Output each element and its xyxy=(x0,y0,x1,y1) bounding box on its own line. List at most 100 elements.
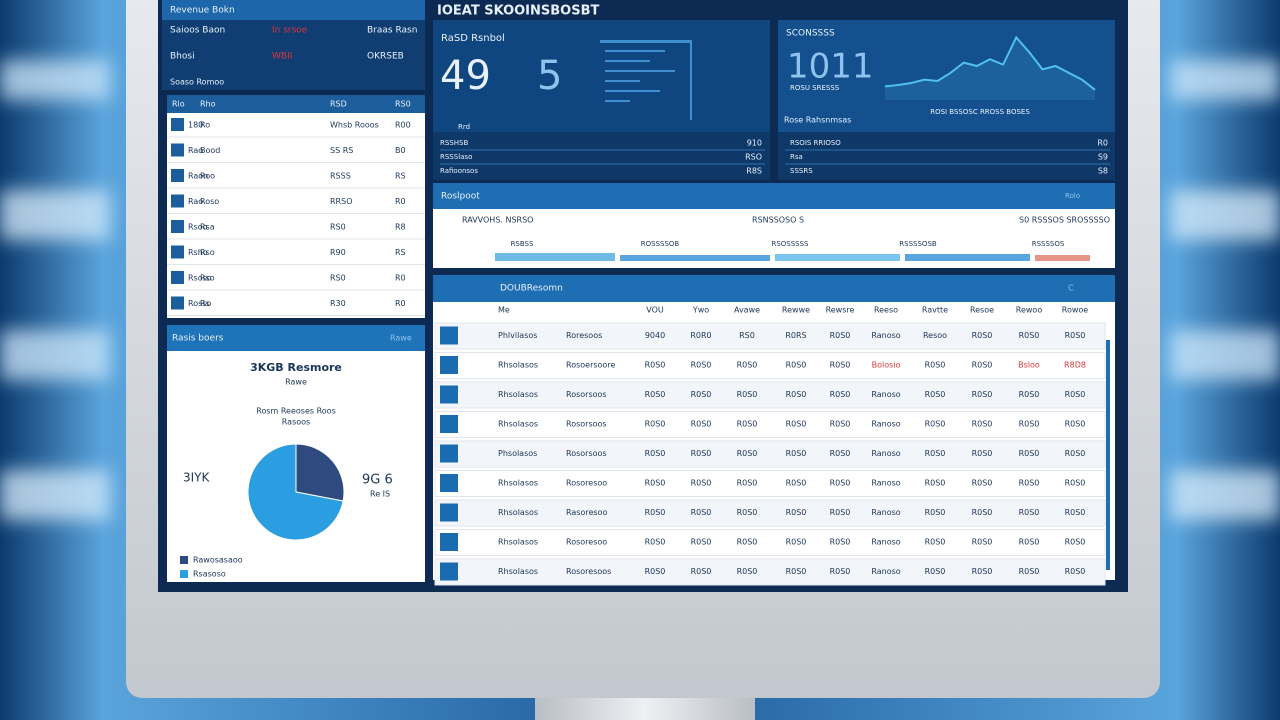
row-icon xyxy=(171,118,184,131)
column-header: Me xyxy=(498,306,510,315)
strip-label: S0 RSSSOS SROSSSSO xyxy=(1019,216,1110,225)
kpi-rows xyxy=(433,132,770,180)
table-row xyxy=(434,529,1106,556)
table-cell: R0S0 xyxy=(1019,567,1040,576)
panel-badge: Rawe xyxy=(390,334,412,343)
column-header: VOU xyxy=(646,306,664,315)
row-icon xyxy=(171,194,184,208)
row-icon xyxy=(171,296,184,310)
table-cell: Whsb Rooos xyxy=(330,121,379,130)
table-cell: R0S0 xyxy=(925,538,946,547)
table-cell: R0S0 xyxy=(737,538,758,547)
scrollbar[interactable] xyxy=(1106,340,1110,570)
table-cell: Rosso xyxy=(188,299,211,308)
trend-subcaption: Rose Rahsnmsas xyxy=(784,116,851,125)
table-cell: R0S0 xyxy=(830,420,851,429)
strip-sublabel: RSSSSOS xyxy=(1032,240,1065,248)
table-cell: R8D8 xyxy=(1064,361,1086,370)
table-cell: R0S0 xyxy=(645,361,666,370)
table-cell: R0S0 xyxy=(737,420,758,429)
table-cell: R0S0 xyxy=(972,567,993,576)
table-cell: R0S0 xyxy=(972,508,993,517)
table-cell: R0S0 xyxy=(786,538,807,547)
table-cell: Raon xyxy=(188,172,208,181)
table-cell: RS xyxy=(395,248,406,257)
row-icon xyxy=(440,326,458,345)
table-cell: R0S0 xyxy=(691,479,712,488)
table-cell: Ranoso xyxy=(871,390,900,399)
table-cell: R0S0 xyxy=(1019,449,1040,458)
table-cell: R0S0 xyxy=(972,479,993,488)
legend-label: Rsasoso xyxy=(193,570,226,579)
table-cell: R0S0 xyxy=(737,390,758,399)
kpi-row-value: R8S xyxy=(746,167,762,176)
table-cell: R0S0 xyxy=(786,449,807,458)
table-cell: R0S0 xyxy=(925,420,946,429)
table-cell: R0S0 xyxy=(737,567,758,576)
column-header: Rewwe xyxy=(782,306,810,315)
table-cell: Rao xyxy=(188,197,203,206)
table-row xyxy=(434,470,1106,497)
column-header: Reeso xyxy=(874,306,898,315)
kpi-value: 5 xyxy=(537,53,562,99)
table-cell: R0 xyxy=(395,274,406,283)
row-icon xyxy=(440,562,458,581)
table-cell: R0S0 xyxy=(645,420,666,429)
table-cell: Rhsolasos xyxy=(498,420,538,429)
left-table-panel xyxy=(167,95,425,318)
table-cell: R0S0 xyxy=(1019,479,1040,488)
pie-right-label: 9G 6 xyxy=(362,473,393,488)
table-badge: C xyxy=(1068,284,1074,293)
table-cell: R0S0 xyxy=(691,449,712,458)
panel-title: Rasis boers xyxy=(172,334,224,344)
table-cell: R0S0 xyxy=(691,420,712,429)
table-cell: Rosorsoos xyxy=(566,449,607,458)
table-title: DOUBResomn xyxy=(500,284,563,294)
table-cell: R0S0 xyxy=(925,390,946,399)
table-cell: R0S0 xyxy=(830,331,851,340)
table-cell: R0S0 xyxy=(830,479,851,488)
table-cell: R0S0 xyxy=(830,567,851,576)
trend-rows xyxy=(778,132,1115,180)
table-cell: R8 xyxy=(395,223,406,232)
table-cell: Ro xyxy=(200,121,210,130)
strip-label: RAVVOHS. NSRSO xyxy=(462,216,533,225)
main-table-header xyxy=(433,275,1115,302)
table-row xyxy=(434,440,1106,468)
legend-swatch xyxy=(180,556,188,564)
table-cell: RSSS xyxy=(330,172,351,181)
table-cell: Resoo xyxy=(923,331,947,340)
table-cell: R0S0 xyxy=(691,508,712,517)
table-cell: SS RS xyxy=(330,146,353,155)
column-header: Rewoo xyxy=(1016,306,1043,315)
summary-cell: Bhosi xyxy=(170,52,195,62)
pie-header xyxy=(167,325,425,351)
table-cell: R0S0 xyxy=(830,538,851,547)
table-cell: R0S0 xyxy=(737,479,758,488)
kpi-row-value: 910 xyxy=(747,139,762,148)
summary-cell: Saioos Baon xyxy=(170,26,225,36)
table-row xyxy=(434,411,1106,438)
table-cell: Rhsolasos xyxy=(498,479,538,488)
table-cell: Ranoso xyxy=(871,567,900,576)
table-row xyxy=(434,499,1106,527)
table-cell: Rsho xyxy=(188,248,208,257)
row-icon xyxy=(440,503,458,522)
table-cell: Rhsolasos xyxy=(498,508,538,517)
table-cell: RRSO xyxy=(330,197,353,206)
table-cell: R0S0 xyxy=(786,361,807,370)
row-icon xyxy=(171,169,184,182)
table-cell: R0S0 xyxy=(1019,420,1040,429)
kpi-row-value: RSO xyxy=(745,153,762,162)
trend-value: 1011 xyxy=(787,47,874,87)
table-cell: R0S0 xyxy=(1065,479,1086,488)
table-row xyxy=(434,381,1106,409)
column-header: RS0 xyxy=(395,100,411,109)
table-cell: R0S0 xyxy=(786,479,807,488)
table-cell: Rhsolasos xyxy=(498,390,538,399)
strip-title: Roslpoot xyxy=(441,192,480,202)
summary-header xyxy=(162,0,425,20)
table-cell: R0S0 xyxy=(925,479,946,488)
